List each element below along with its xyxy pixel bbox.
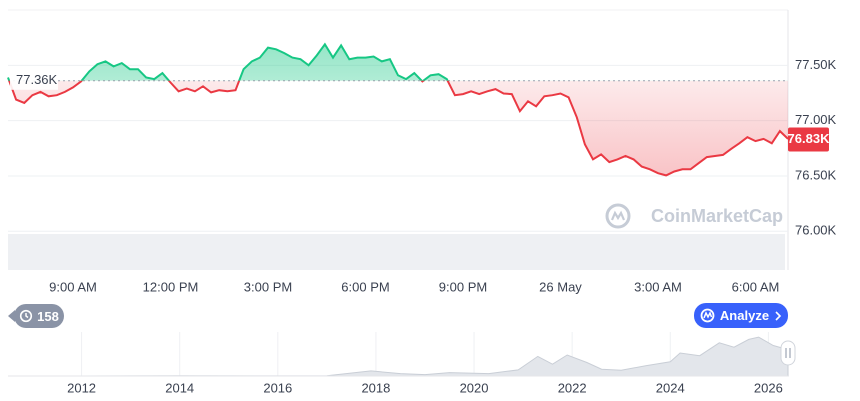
volume-band <box>8 234 785 270</box>
chevron <box>775 310 782 321</box>
nav-tick-label: 2026 <box>754 380 783 395</box>
baseline-label-bg <box>10 71 58 90</box>
plot-layer: 76.00K 76.50K 77.00K 77.50K 9:00 AM 12:00 PM 3… <box>7 42 837 395</box>
y-tick-label: 76.50K <box>795 167 837 182</box>
watermark-logo <box>605 203 631 229</box>
x-tick-label: 6:00 AM <box>732 279 780 294</box>
x-tick-label: 9:00 PM <box>439 279 487 294</box>
nav-tick-label: 2024 <box>656 380 685 395</box>
history-icon <box>20 309 33 323</box>
analyze-button[interactable]: Analyze <box>694 303 788 328</box>
price-line-up <box>7 42 449 81</box>
area-down <box>9 80 788 176</box>
y-tick-label: 77.00K <box>795 112 837 127</box>
analyze-icon <box>700 308 715 323</box>
x-tick-label: 3:00 PM <box>244 279 292 294</box>
nav-tick-label: 2022 <box>558 380 587 395</box>
nav-tick-label: 2014 <box>165 380 194 395</box>
last-price-label: 76.83K <box>788 131 831 146</box>
y-tick-label: 77.50K <box>795 57 837 72</box>
watermark: CoinMarketCap <box>651 206 783 226</box>
nav-tick-label: 2016 <box>263 380 292 395</box>
history-count: 158 <box>37 308 59 324</box>
x-tick-label: 12:00 PM <box>143 279 199 294</box>
y-tick-label: 76.00K <box>795 223 837 238</box>
history-button[interactable]: 158 <box>8 304 64 328</box>
area-up <box>8 44 788 81</box>
x-tick-label: 26 May <box>539 279 582 294</box>
nav-tick-label: 2018 <box>361 380 390 395</box>
nav-tick-label: 2012 <box>67 380 96 395</box>
nav-tick-label: 2020 <box>460 380 489 395</box>
x-tick-label: 9:00 AM <box>49 279 97 294</box>
price-line-down <box>8 80 789 177</box>
analyze-label: Analyze <box>719 308 770 323</box>
x-tick-label: 3:00 AM <box>634 279 682 294</box>
nav-area <box>8 336 789 377</box>
baseline-label: 77.36K <box>16 72 58 87</box>
x-tick-label: 6:00 PM <box>341 279 389 294</box>
last-price-tag <box>788 127 829 152</box>
navigator-handle[interactable] <box>780 340 796 366</box>
